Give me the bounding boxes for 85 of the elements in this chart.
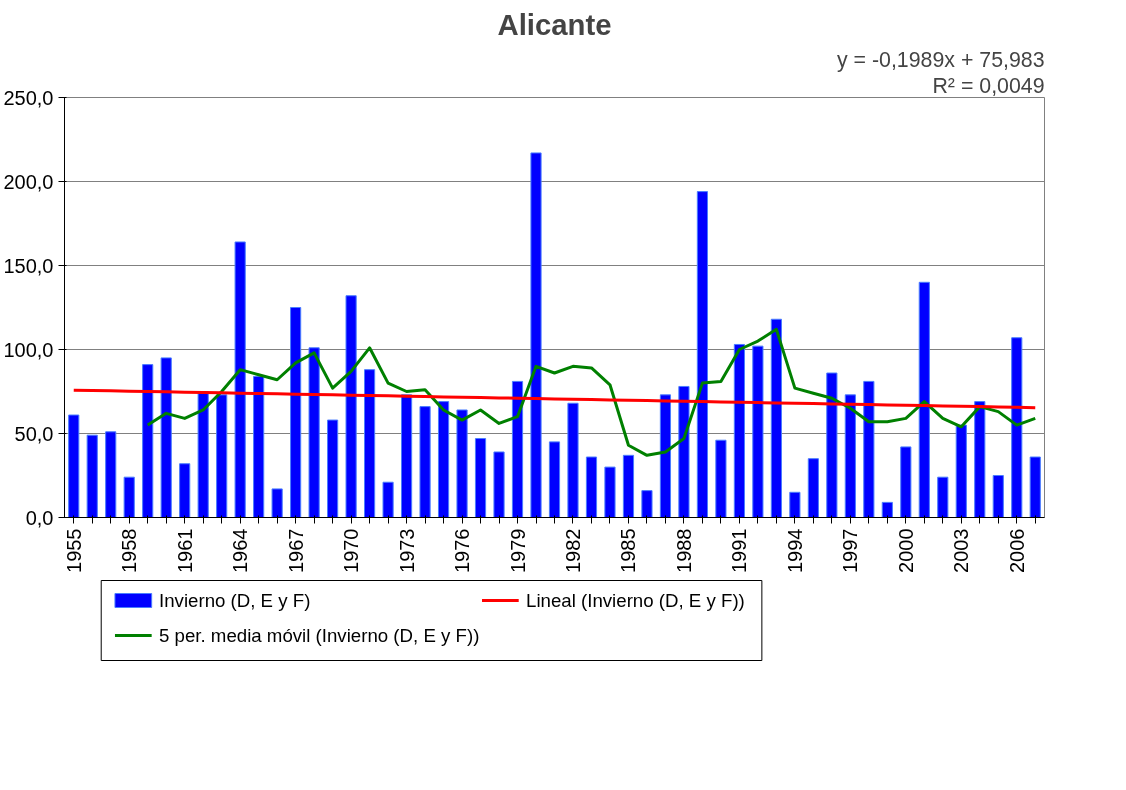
bar	[437, 401, 450, 518]
bar	[604, 466, 616, 518]
x-tick-label: 1970	[340, 528, 363, 573]
bar	[400, 394, 413, 518]
x-tick-label: 1964	[229, 528, 252, 573]
text: y = -0,1989x + 75,983	[836, 47, 1045, 72]
y-tick-label: 100,0	[3, 338, 54, 361]
bar	[974, 401, 986, 518]
bar	[770, 318, 782, 518]
bar	[382, 481, 394, 518]
bar	[105, 431, 117, 518]
line-series	[146, 327, 1037, 457]
y-tick-label: 250,0	[3, 86, 54, 109]
y-tick-label: 150,0	[3, 254, 54, 277]
bar	[364, 369, 376, 518]
chart-title: Alicante	[497, 7, 612, 41]
bar	[881, 501, 893, 518]
legend-label: Lineal (Invierno (D, E y F))	[526, 590, 745, 611]
bar	[308, 347, 320, 518]
x-tick-label: 1985	[617, 528, 640, 573]
bar	[548, 441, 561, 518]
bar	[863, 380, 875, 518]
bar	[789, 491, 801, 518]
x-tick-label: 1955	[62, 528, 85, 573]
x-tick-label: 1973	[395, 528, 418, 573]
bar	[1011, 337, 1023, 518]
bar	[142, 364, 154, 518]
y-tick-label: 200,0	[3, 170, 54, 193]
x-tick-label: 1979	[506, 528, 529, 573]
bar	[511, 380, 524, 518]
bar	[733, 343, 745, 518]
bar	[918, 281, 930, 518]
bar	[474, 438, 487, 518]
legend-label: 5 per. media móvil (Invierno (D, E y F))	[159, 625, 480, 646]
annotation: R² = 0,0049	[932, 73, 1045, 98]
bar	[456, 409, 468, 518]
bar	[678, 385, 690, 518]
bar	[696, 191, 709, 518]
x-tick-label: 1997	[839, 528, 862, 573]
y-tick-label: 0,0	[25, 506, 54, 529]
x-tick-label: 1958	[118, 528, 141, 573]
bar	[752, 345, 764, 518]
bar	[216, 394, 228, 518]
legend-label: Invierno (D, E y F)	[159, 590, 311, 611]
bar	[937, 476, 949, 518]
x-tick-label: 1961	[173, 528, 196, 573]
bar	[900, 446, 912, 518]
x-tick-label: 1994	[783, 528, 806, 573]
bar	[179, 463, 191, 518]
bar	[197, 391, 209, 518]
bar	[715, 439, 727, 518]
line-series	[72, 388, 1037, 410]
bar	[493, 451, 505, 518]
bar	[290, 307, 302, 518]
bar	[955, 424, 967, 518]
y-tick-label: 50,0	[14, 422, 54, 445]
bar	[567, 402, 579, 518]
bar	[659, 394, 672, 518]
bar	[844, 394, 856, 518]
bar	[419, 406, 431, 518]
x-tick-label: 2000	[894, 528, 917, 573]
bar	[123, 476, 135, 518]
bar	[345, 295, 357, 518]
bar	[992, 475, 1004, 518]
x-tick-label: 1988	[672, 528, 695, 573]
x-tick-label: 1982	[561, 528, 584, 573]
bar	[253, 375, 265, 518]
x-tick-label: 2003	[950, 528, 973, 573]
bar	[86, 434, 98, 518]
x-tick-label: 1967	[284, 528, 307, 573]
bar	[68, 414, 80, 518]
bar	[585, 456, 598, 518]
bar	[530, 152, 542, 518]
x-tick-label: 2006	[1005, 528, 1028, 573]
bar	[641, 490, 653, 518]
x-tick-label: 1976	[451, 528, 474, 573]
x-tick-label: 1991	[728, 528, 751, 573]
bar	[327, 419, 339, 518]
bar	[271, 488, 283, 518]
bar	[622, 454, 635, 518]
bar	[160, 357, 172, 518]
bar	[1029, 456, 1041, 518]
bar	[826, 372, 838, 518]
bar	[234, 241, 246, 518]
bar	[807, 458, 819, 518]
